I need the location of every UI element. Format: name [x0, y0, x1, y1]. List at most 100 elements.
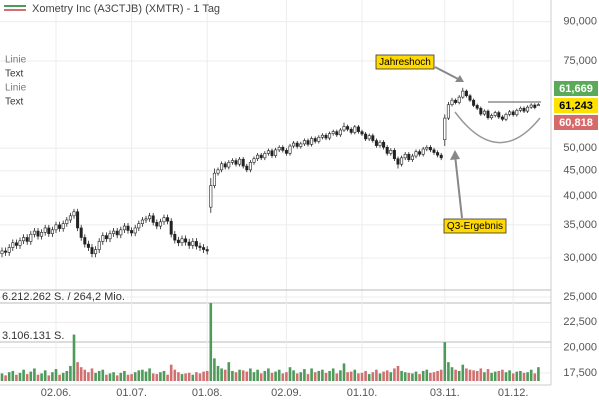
candle-body: [342, 126, 346, 131]
candle-body: [25, 237, 29, 242]
candle-body: [353, 126, 357, 133]
candle-body: [295, 142, 299, 147]
candle-body: [230, 160, 234, 163]
candle-body: [317, 136, 321, 142]
candle-body: [68, 215, 72, 221]
volume-bar: [364, 370, 367, 381]
candle-body: [166, 217, 170, 222]
candle-body: [155, 222, 159, 227]
volume-bar: [72, 334, 76, 381]
candle-body: [454, 99, 458, 103]
candle-body: [220, 163, 224, 171]
volume-bar: [155, 374, 159, 381]
volume-bar: [65, 370, 69, 381]
candle-body: [356, 126, 360, 132]
volume-bar: [47, 375, 51, 381]
candle-body: [522, 107, 526, 112]
candle-body: [403, 153, 407, 159]
candle-body: [360, 131, 364, 135]
candle-body: [119, 229, 123, 236]
volume-bar: [141, 369, 144, 381]
cup-curve: [454, 111, 541, 144]
volume-bar: [69, 365, 72, 381]
candle-body: [371, 135, 375, 141]
candle-body: [288, 145, 292, 154]
candle-body: [18, 240, 22, 246]
candle-body: [158, 221, 162, 227]
volume-bar: [216, 365, 220, 381]
volume-bar: [303, 369, 306, 381]
candle-body: [104, 235, 108, 240]
candle-body: [349, 128, 353, 133]
x-tick-label: 01.08.: [192, 387, 223, 399]
candle-body: [270, 150, 274, 156]
volume-bar: [274, 371, 277, 381]
candle-body: [115, 230, 119, 236]
y-tick-label: 50,000: [563, 142, 597, 154]
candle-body: [414, 151, 418, 157]
candle-body: [292, 142, 296, 147]
volume-bar: [79, 367, 83, 381]
candle-body: [151, 215, 155, 223]
candle-body: [389, 150, 393, 154]
volume-bar: [7, 372, 11, 381]
y-tick-label: 30,000: [563, 252, 597, 264]
candle-body: [281, 147, 285, 151]
candle-body: [526, 106, 530, 112]
volume-bar: [180, 374, 184, 381]
y-tick-label: 35,000: [563, 219, 597, 231]
candle-body: [97, 241, 101, 250]
volume-bar: [306, 374, 310, 381]
candle-body: [83, 237, 87, 245]
volume-bar: [519, 370, 522, 381]
volume-bar: [220, 368, 223, 381]
candle-body: [216, 169, 220, 174]
candle-body: [464, 90, 468, 97]
volume-bar: [288, 367, 292, 381]
candle-body: [475, 105, 479, 109]
candle-body: [367, 135, 371, 140]
candle-body: [76, 211, 80, 229]
price-tag-label: 61,243: [559, 100, 593, 112]
x-tick-label: 03.11.: [430, 387, 460, 399]
side-label: Text: [5, 69, 24, 80]
candle-body: [238, 158, 242, 165]
candle-body: [22, 237, 26, 242]
candle-body: [324, 134, 328, 139]
volume-bar: [313, 372, 317, 381]
price-tag-label: 60,818: [559, 117, 593, 129]
volume-bar: [371, 372, 375, 381]
candle-body: [346, 126, 350, 130]
candle-body: [140, 219, 144, 224]
side-label: Text: [5, 97, 24, 108]
candle-body: [194, 241, 198, 247]
volume-bar: [90, 368, 94, 381]
candle-body: [515, 110, 519, 116]
volume-bar: [475, 370, 479, 381]
volume-bar: [101, 369, 105, 381]
candle-body: [421, 148, 425, 155]
candle-body: [299, 143, 303, 147]
volume-bar: [346, 372, 349, 381]
volume-bar: [393, 368, 396, 381]
candle-body: [263, 153, 267, 159]
volume-bar: [501, 369, 504, 381]
y2-tick-label: 20,000: [563, 342, 597, 354]
volume-bar: [137, 370, 141, 381]
volume-bar: [198, 373, 202, 381]
volume-bar: [382, 371, 385, 381]
candle-body: [14, 242, 18, 246]
volume-bar: [11, 370, 15, 381]
volume-bar: [508, 370, 511, 381]
volume-bar: [22, 369, 25, 381]
price-tag: [554, 115, 598, 130]
candle-body: [36, 230, 40, 237]
candle-body: [533, 104, 537, 108]
volume-bar: [403, 372, 407, 381]
candle-body: [0, 250, 4, 255]
volume-bar: [295, 373, 299, 381]
volume-bar: [173, 369, 177, 381]
volume-bar: [486, 369, 490, 381]
volume-bar: [209, 303, 213, 381]
